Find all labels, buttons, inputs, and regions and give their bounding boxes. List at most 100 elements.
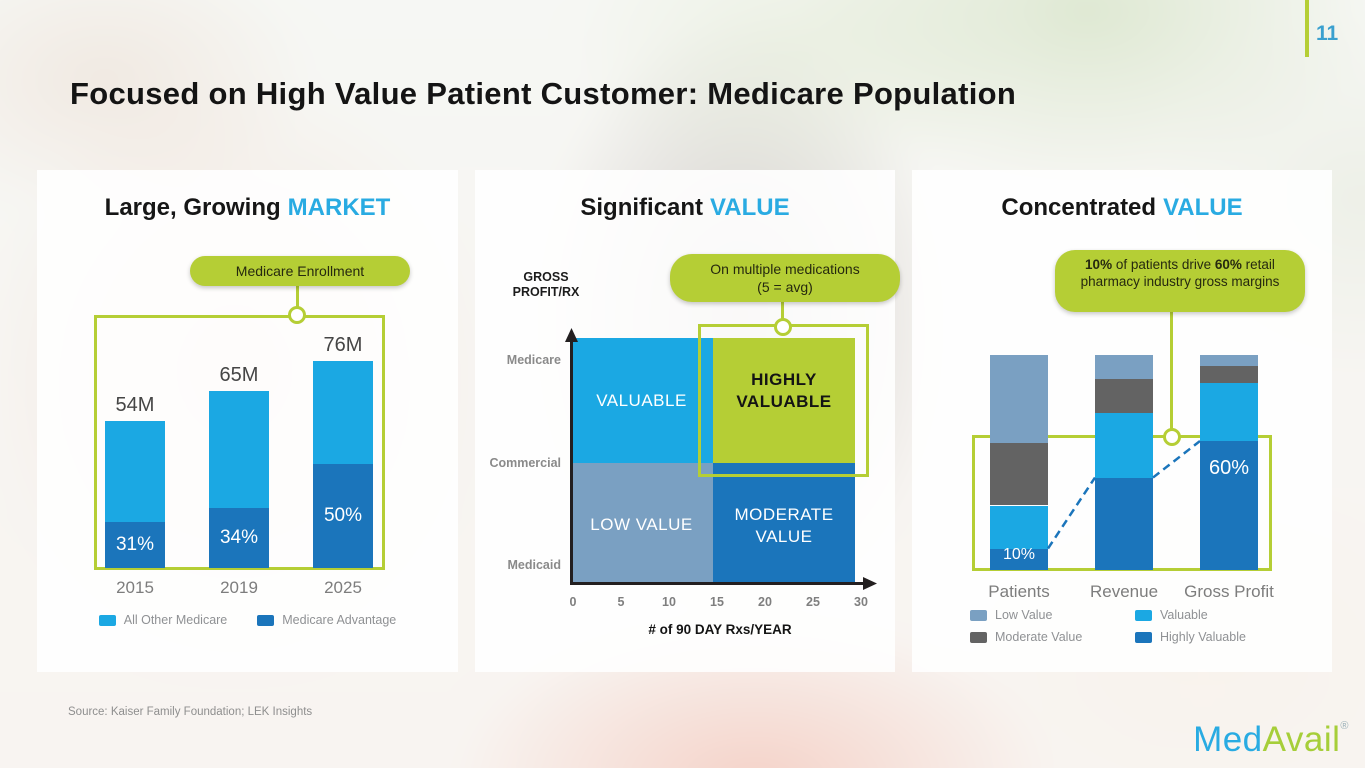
x-axis-title: # of 90 DAY Rxs/YEAR (648, 622, 792, 637)
callout-connector-line (781, 298, 784, 330)
enrollment-legend: All Other Medicare Medicare Advantage (37, 613, 458, 627)
bar-medicare-advantage (105, 522, 165, 568)
legend-swatch (98, 614, 116, 626)
callout-text-2: retail pharmacy industry gross margins (1080, 257, 1280, 289)
bar-all-other-medicare (313, 361, 373, 464)
callout-medicare-enrollment: Medicare Enrollment (190, 256, 410, 286)
quadrant-moderate-value (713, 463, 855, 585)
quadrant-low-value (570, 463, 713, 585)
bar-moderate-value (990, 443, 1048, 506)
bar-highly-valuable (990, 548, 1048, 570)
logo-avail: Avail (1262, 720, 1341, 759)
quadrant-label-moderate-value: MODERATE VALUE (734, 505, 834, 546)
quadrant-label-low-value: LOW VALUE (590, 515, 693, 534)
x-tick-label: 10 (662, 595, 676, 609)
x-tick-label: 20 (758, 595, 772, 609)
bar-annotation: 10% (1002, 545, 1036, 563)
bar-moderate-value (1095, 378, 1153, 414)
legend-label: Medicare Advantage (282, 613, 397, 627)
callout-bold-10: 10% (1085, 257, 1113, 272)
slide-title: Focused on High Value Patient Customer: … (70, 76, 1017, 111)
bar-category-label: 2015 (116, 578, 154, 597)
x-tick-label: 30 (854, 595, 868, 609)
callout-multiple-medications: On multiple medications (5 = avg) (670, 254, 900, 302)
logo-med: Med (1193, 720, 1263, 759)
bar-advantage-pct-label: 34% (219, 527, 259, 548)
bar-category-label: Gross Profit (1184, 582, 1274, 601)
quadrant-label-highly-valuable: HIGHLY VALUABLE (736, 370, 832, 411)
quadrant-label-valuable: VALUABLE (596, 391, 687, 410)
callout-connector-line (1170, 308, 1173, 440)
callout-line2: (5 = avg) (757, 279, 813, 295)
x-tick-label: 25 (806, 595, 820, 609)
bar-category-label: Patients (988, 582, 1050, 601)
bar-advantage-pct-label: 31% (115, 534, 155, 555)
x-tick-label: 5 (617, 595, 625, 609)
concentration-legend: Low Value Valuable Moderate Value Highly Va… (970, 608, 1290, 644)
bar-highly-valuable (1095, 477, 1153, 570)
panel-value: Significant VALUE GROSS PROFIT/RX On mult… (475, 170, 900, 672)
bar-all-other-medicare (209, 391, 269, 508)
connector-dot (288, 306, 306, 324)
legend-item: Valuable (1135, 608, 1290, 622)
legend-item: Medicare Advantage (257, 613, 396, 627)
legend-swatch (1135, 631, 1152, 643)
legend-swatch (970, 609, 987, 621)
connector-dot (1163, 428, 1181, 446)
legend-swatch (1135, 609, 1152, 621)
bar-total-label: 65M (219, 364, 259, 386)
value-matrix-labels: 0 5 10 15 20 25 30 Medicare Commercial Medicaid (475, 170, 895, 672)
bar-advantage-pct-label: 50% (323, 505, 363, 526)
concentration-plot: Patients Revenue Gross Profit 10% 60% (912, 170, 1332, 672)
logo-registered-mark: ® (1340, 720, 1349, 732)
legend-item: Low Value (970, 608, 1135, 622)
callout-line1: On multiple medications (710, 261, 860, 277)
callout-bold-60: 60% (1214, 257, 1242, 272)
panel-value-title: Significant VALUE (475, 194, 895, 222)
bar-low-value (1200, 355, 1258, 366)
bar-all-other-medicare (105, 421, 165, 522)
enrollment-plot: 54M 31% 2015 65M 34% 2019 76M 50% 2025 (37, 170, 458, 672)
bar-valuable (1200, 382, 1258, 441)
panel-market-title: Large, Growing MARKET (37, 194, 458, 222)
bar-medicare-advantage (209, 508, 269, 568)
legend-label: All Other Medicare (123, 613, 228, 627)
bar-annotation: 60% (1208, 457, 1250, 479)
bar-total-label: 76M (323, 334, 363, 356)
panel-market-title-main: Large, Growing (104, 194, 281, 221)
page-accent-line (1305, 0, 1309, 57)
bar-highly-valuable (1200, 441, 1258, 570)
quadrant-valuable (570, 338, 713, 463)
bar-low-value (1095, 355, 1153, 379)
bar-total-label: 54M (115, 394, 155, 416)
panel-value-title-main: Significant (580, 194, 704, 221)
quadrant-highly-valuable (713, 338, 855, 463)
legend-item: All Other Medicare (98, 613, 228, 627)
panel-concentrated-title-accent: VALUE (1163, 194, 1243, 221)
connector-dot (774, 318, 792, 336)
panel-market: Large, Growing MARKET Medicare Enrollment… (37, 170, 458, 672)
bar-category-label: Revenue (1089, 582, 1159, 601)
bar-valuable (1095, 413, 1153, 478)
x-tick-label: 15 (710, 595, 724, 609)
legend-swatch (970, 631, 987, 643)
highlight-box (94, 315, 385, 570)
source-note: Source: Kaiser Family Foundation; LEK In… (68, 706, 313, 718)
page-number: 11 (1316, 22, 1339, 45)
legend-item: Highly Valuable (1135, 630, 1290, 644)
y-category-label: Medicare (506, 353, 561, 367)
panel-concentrated-title: Concentrated VALUE (912, 194, 1332, 222)
legend-label: Highly Valuable (1160, 630, 1246, 644)
callout-connector-line (296, 282, 299, 316)
panel-concentrated: Concentrated VALUE 10% of patients drive … (912, 170, 1332, 672)
panel-concentrated-title-main: Concentrated (1001, 194, 1157, 221)
bar-valuable (990, 505, 1048, 549)
bar-medicare-advantage (313, 464, 373, 568)
medavail-logo: MedAvail® (1193, 720, 1349, 760)
callout-patients-drive-margins: 10% of patients drive 60% retail pharmac… (1055, 250, 1305, 312)
bar-category-label: 2025 (324, 578, 362, 597)
callout-text-1: of patients drive (1112, 257, 1215, 272)
bar-category-label: 2019 (220, 578, 258, 597)
bar-moderate-value (1200, 365, 1258, 383)
